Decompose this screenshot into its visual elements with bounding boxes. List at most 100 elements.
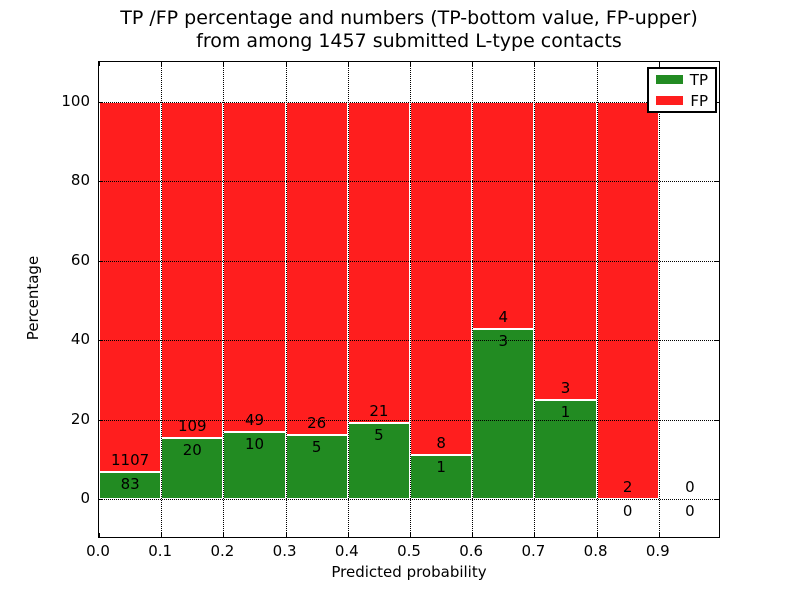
x-gridline — [347, 62, 349, 537]
tp-swatch-icon — [656, 75, 683, 84]
y-tick-label: 0 — [80, 489, 90, 508]
x-tick-bottom — [534, 533, 536, 537]
legend-item-tp: TP — [656, 72, 708, 88]
y-gridline — [99, 101, 719, 103]
fp-bar-segment — [472, 101, 535, 329]
chart-title-line1: TP /FP percentage and numbers (TP-bottom… — [120, 7, 698, 29]
fp-count-label: 109 — [177, 416, 207, 435]
x-gridline — [472, 62, 474, 537]
fp-bar-segment — [99, 101, 162, 472]
y-tick-label: 20 — [70, 409, 90, 428]
x-tick-bottom — [161, 533, 163, 537]
fp-count-label: 2 — [622, 478, 633, 497]
fp-bar-segment — [534, 101, 597, 400]
y-gridline — [99, 419, 719, 421]
tp-bar-segment — [347, 422, 410, 500]
tp-count-label: 1 — [436, 458, 446, 477]
x-tick-label: 0.8 — [583, 542, 608, 560]
x-tick-label: 0.4 — [334, 542, 359, 560]
fp-count-label: 49 — [244, 410, 265, 429]
x-axis-label: Predicted probability — [331, 563, 487, 581]
y-tick-left — [99, 340, 103, 342]
tp-bar-segment — [534, 399, 597, 500]
x-tick-top — [99, 62, 100, 66]
x-tick-bottom — [658, 533, 660, 537]
x-tick-label: 0.7 — [521, 542, 546, 560]
x-tick-label: 0.6 — [459, 542, 484, 560]
x-gridline — [658, 62, 660, 537]
fp-count-label: 4 — [498, 307, 509, 326]
x-gridline — [285, 62, 287, 537]
fp-bar-segment — [223, 101, 286, 432]
x-tick-top — [658, 62, 660, 66]
x-tick-bottom — [347, 533, 349, 537]
x-tick-bottom — [596, 533, 598, 537]
y-tick-label: 80 — [70, 171, 90, 190]
x-gridline — [596, 62, 598, 537]
x-tick-top — [347, 62, 349, 66]
x-tick-top — [223, 62, 225, 66]
x-tick-label: 0.1 — [148, 542, 173, 560]
tp-count-label: 20 — [182, 440, 202, 459]
chart-title: TP /FP percentage and numbers (TP-bottom… — [98, 7, 720, 53]
legend-label-tp: TP — [689, 70, 708, 89]
y-gridline — [99, 340, 719, 342]
legend-item-fp: FP — [656, 93, 708, 109]
tp-count-label: 10 — [244, 434, 265, 453]
x-gridline — [410, 62, 411, 537]
fp-bar-segment — [410, 101, 473, 456]
y-tick-left — [99, 101, 103, 103]
tp-count-label: 0 — [685, 502, 695, 521]
fp-bar-segment — [285, 101, 348, 436]
y-tick-left — [99, 260, 103, 262]
chart-title-line2: from among 1457 submitted L-type contact… — [196, 30, 622, 52]
y-tick-label: 100 — [61, 91, 90, 110]
x-tick-bottom — [99, 533, 100, 537]
y-tick-label: 40 — [70, 330, 90, 349]
y-tick-right — [715, 499, 719, 501]
fp-bar-segment — [347, 101, 410, 423]
y-tick-left — [99, 181, 103, 183]
tp-count-label: 83 — [120, 474, 140, 493]
x-tick-top — [410, 62, 411, 66]
x-tick-label: 0.9 — [645, 542, 670, 560]
x-tick-bottom — [223, 533, 225, 537]
fp-count-label: 1107 — [111, 450, 150, 469]
x-tick-top — [534, 62, 536, 66]
y-tick-right — [715, 260, 719, 262]
fp-count-label: 3 — [560, 378, 571, 397]
x-gridline — [534, 62, 536, 537]
fp-count-label: 0 — [685, 478, 695, 497]
tp-count-label: 3 — [498, 331, 509, 350]
y-gridline — [99, 499, 719, 501]
x-gridline — [161, 62, 163, 537]
x-tick-top — [161, 62, 163, 66]
tp-bar-segment — [285, 435, 348, 500]
fp-bar-segment — [596, 101, 659, 500]
x-tick-bottom — [410, 533, 411, 537]
y-tick-right — [715, 419, 719, 421]
tp-count-label: 5 — [311, 438, 322, 457]
x-tick-top — [472, 62, 474, 66]
x-tick-bottom — [472, 533, 474, 537]
x-tick-label: 0.3 — [272, 542, 297, 560]
x-gridline — [223, 62, 225, 537]
y-tick-right — [715, 340, 719, 342]
y-gridline — [99, 260, 719, 262]
x-tick-top — [596, 62, 598, 66]
fp-count-label: 26 — [307, 414, 327, 433]
fp-bar-segment — [161, 101, 224, 438]
y-tick-right — [715, 101, 719, 103]
y-tick-right — [715, 181, 719, 183]
x-tick-bottom — [285, 533, 287, 537]
y-gridline — [99, 181, 719, 183]
legend: TP FP — [647, 67, 717, 113]
fp-count-label: 8 — [436, 434, 446, 453]
tp-count-label: 5 — [374, 425, 384, 444]
tp-count-label: 1 — [560, 402, 571, 421]
fp-swatch-icon — [656, 96, 683, 105]
y-tick-left — [99, 499, 103, 501]
tp-bar-segment — [223, 431, 286, 500]
x-tick-label: 0.0 — [86, 542, 110, 560]
